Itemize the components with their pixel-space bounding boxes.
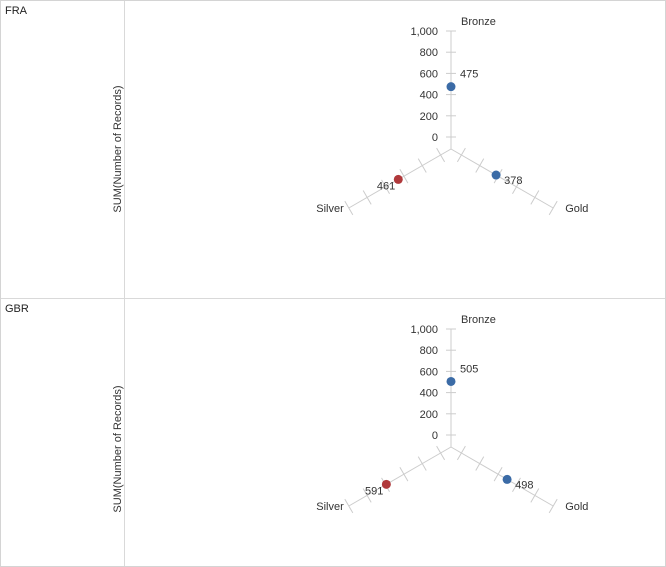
data-point-silver — [393, 174, 403, 184]
row-label-gbr: GBR — [5, 303, 29, 315]
tick-label: 600 — [420, 366, 438, 378]
axis-label-silver: Silver — [316, 203, 344, 215]
tick-label: 800 — [420, 345, 438, 357]
data-label-gold: 498 — [515, 479, 533, 491]
y-axis-label: SUM(Number of Records) — [112, 385, 124, 513]
radar-chart-gbr: Bronze Gold Silver 1,000 800 600 400 200 0 505 498… — [316, 314, 588, 514]
axis-tick — [530, 190, 540, 205]
data-label-bronze: 475 — [460, 69, 478, 81]
axis-label-silver: Silver — [316, 501, 344, 513]
axis-label-bronze: Bronze — [461, 16, 496, 28]
data-label-bronze: 505 — [460, 363, 478, 375]
axis-tick — [475, 456, 485, 471]
axis-tick — [493, 467, 503, 482]
data-point-bronze — [446, 376, 456, 386]
axis-label-gold: Gold — [565, 501, 588, 513]
axis-label-gold: Gold — [565, 203, 588, 215]
data-point-gold — [491, 170, 501, 180]
axis-tick — [362, 488, 372, 503]
tick-label: 200 — [420, 409, 438, 421]
axis-tick — [548, 498, 558, 514]
data-label-silver: 591 — [365, 485, 383, 497]
column-divider — [124, 1, 125, 298]
panel-gbr: GBR SUM(Number of Records) Bronze Gold Sil… — [1, 299, 665, 566]
data-point-bronze — [446, 82, 456, 92]
axis-label-bronze: Bronze — [461, 314, 496, 326]
tick-label: 800 — [420, 47, 438, 59]
axis-tick — [530, 488, 540, 503]
data-label-gold: 378 — [504, 175, 522, 187]
axis-tick — [456, 147, 466, 163]
axis-tick — [417, 456, 427, 471]
tick-label: 200 — [420, 111, 438, 123]
tick-label: 1,000 — [410, 26, 438, 38]
panel-divider — [1, 298, 665, 299]
tick-label: 0 — [432, 430, 438, 442]
tick-label: 400 — [420, 90, 438, 102]
tick-label: 0 — [432, 132, 438, 144]
y-axis-label: SUM(Number of Records) — [112, 85, 124, 213]
axis-tick — [344, 498, 354, 514]
axis-line-silver — [348, 446, 452, 507]
axis-tick — [436, 147, 446, 163]
axis-tick — [399, 467, 409, 482]
radar-chart-fra: Bronze Gold Silver 1,000 800 600 400 200 0 475 378… — [316, 16, 588, 216]
axis-tick — [362, 190, 372, 205]
column-divider — [124, 299, 125, 566]
tick-label: 600 — [420, 68, 438, 80]
data-point-gold — [502, 474, 512, 484]
axis-line-gold — [450, 446, 554, 507]
axis-tick — [344, 200, 354, 216]
tick-label: 400 — [420, 388, 438, 400]
axis-tick — [417, 158, 427, 173]
axis-tick — [512, 179, 521, 194]
axis-tick — [456, 445, 466, 461]
data-point-silver — [381, 479, 391, 489]
axis-tick — [436, 445, 446, 461]
axis-tick — [512, 477, 521, 492]
axis-tick — [399, 169, 409, 184]
tick-label: 1,000 — [410, 324, 438, 336]
axis-tick — [381, 179, 390, 194]
axis-tick — [548, 200, 558, 216]
row-label-fra: FRA — [5, 5, 27, 17]
axis-tick — [475, 158, 485, 173]
panel-fra: FRA SUM(Number of Records) Bronze Gold Sil… — [1, 1, 665, 298]
axis-line-gold — [450, 148, 554, 209]
data-label-silver: 461 — [377, 180, 395, 192]
